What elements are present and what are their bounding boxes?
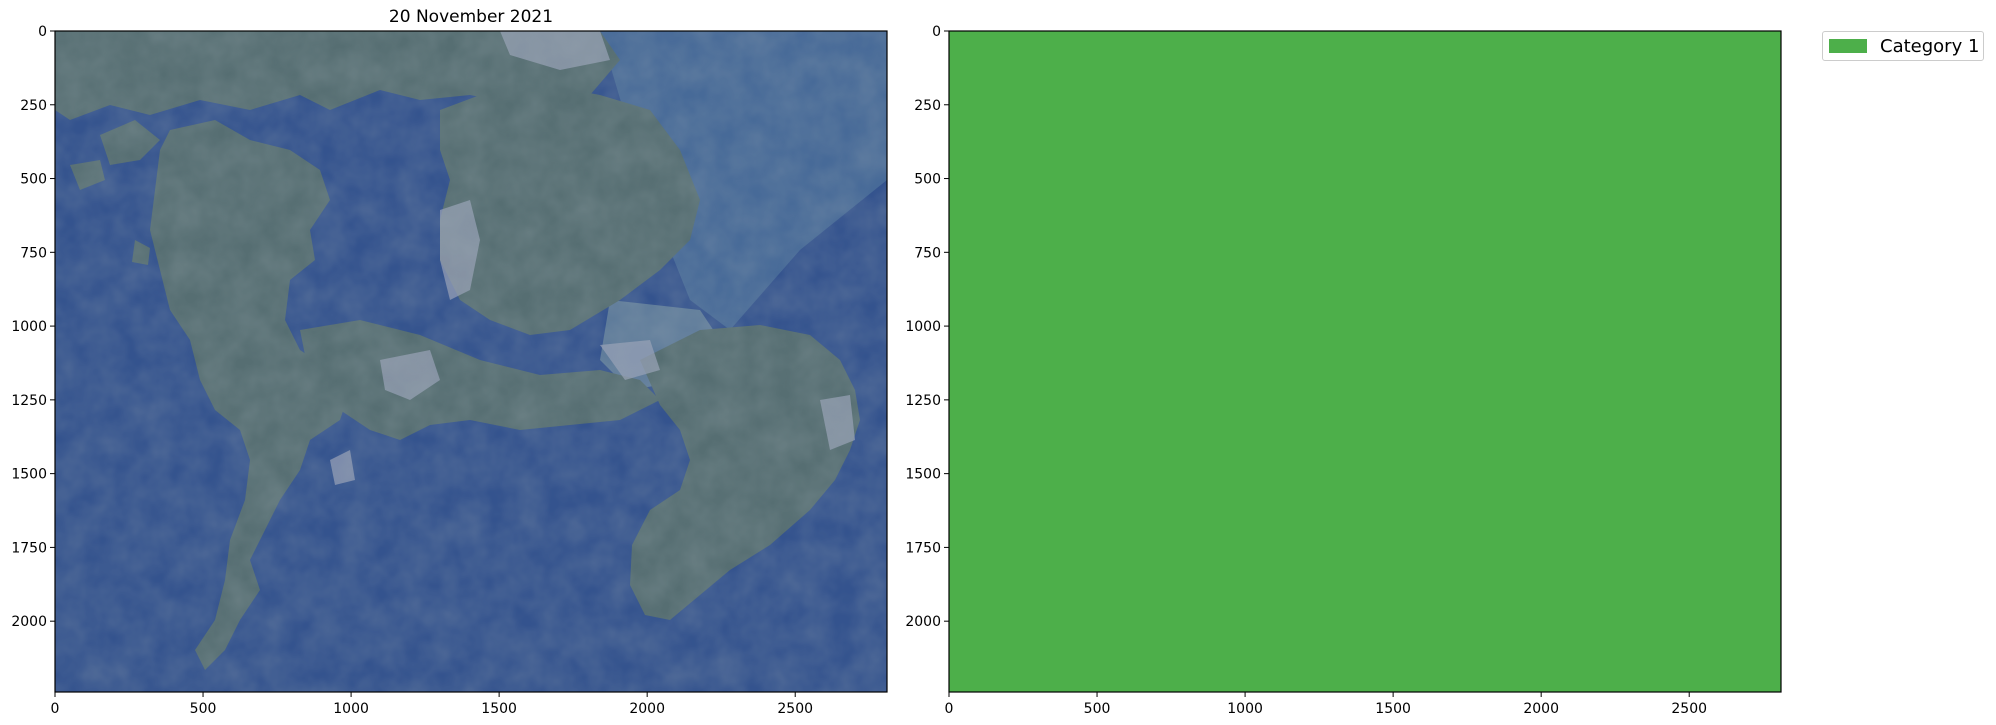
left-x-tick-label: 1500 [481,701,517,717]
left-x-tick-label: 2000 [629,701,665,717]
left-x-tick-label: 500 [190,701,217,717]
left-panel-title: 20 November 2021 [389,7,553,27]
left-x-tick-label: 0 [51,701,60,717]
right-y-tick-label: 500 [914,172,941,188]
right-x-axis: 0 500 1000 1500 2000 2500 [945,692,1707,717]
right-y-tick-label: 2000 [905,614,941,630]
right-x-tick-label: 1000 [1227,701,1263,717]
right-y-tick-label: 750 [914,245,941,261]
left-y-tick-label: 2000 [11,614,47,630]
legend-label-category-1: Category 1 [1880,36,1979,57]
right-y-axis: 0 250 500 750 1000 1250 1500 1750 2000 [905,24,949,630]
category-1-area [949,31,1781,692]
right-x-tick-label: 500 [1084,701,1111,717]
right-x-tick-label: 2500 [1671,701,1707,717]
left-y-axis: 0 250 500 750 1000 1250 1500 1750 2000 [11,24,55,630]
left-y-tick-label: 0 [38,24,47,40]
left-y-tick-label: 1250 [11,393,47,409]
left-y-tick-label: 250 [20,98,47,114]
satellite-panel: 20 November 2021 [11,7,887,717]
legend-swatch-category-1 [1829,39,1867,53]
right-y-tick-label: 1250 [905,393,941,409]
left-x-tick-label: 2500 [777,701,813,717]
left-y-tick-label: 1000 [11,319,47,335]
left-y-tick-label: 750 [20,245,47,261]
satellite-image [55,31,887,692]
right-y-tick-label: 1750 [905,540,941,556]
right-y-tick-label: 0 [932,24,941,40]
right-y-tick-label: 250 [914,98,941,114]
right-y-tick-label: 1500 [905,467,941,483]
left-y-tick-label: 500 [20,172,47,188]
left-y-tick-label: 1750 [11,540,47,556]
classification-panel: 0 500 1000 1500 2000 2500 0 250 500 750 1000 1250 1… [905,24,1781,717]
left-y-tick-label: 1500 [11,467,47,483]
legend: Category 1 [1822,31,1984,61]
right-y-tick-label: 1000 [905,319,941,335]
right-x-tick-label: 1500 [1375,701,1411,717]
left-x-tick-label: 1000 [333,701,369,717]
right-x-tick-label: 2000 [1523,701,1559,717]
right-x-tick-label: 0 [945,701,954,717]
left-x-axis: 0 500 1000 1500 2000 2500 [51,692,813,717]
